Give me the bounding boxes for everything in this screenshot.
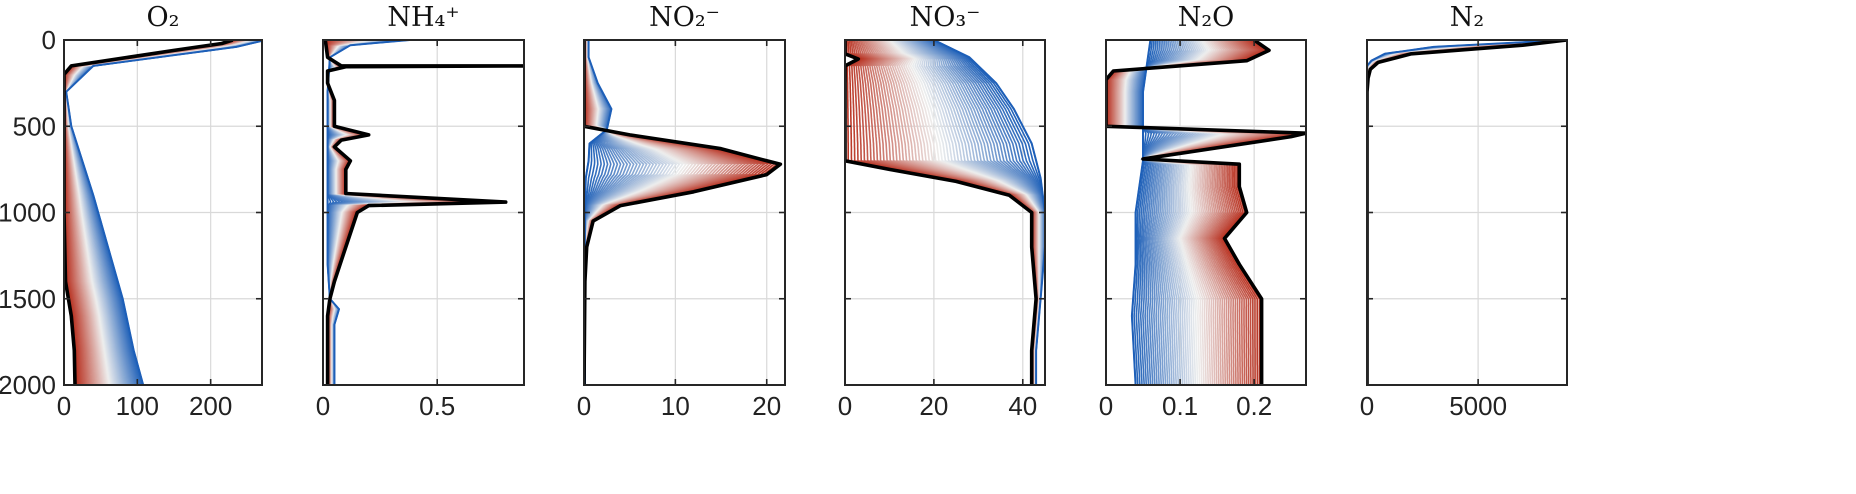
x-tick-label: 20 [919, 391, 948, 421]
x-tick-label: 5000 [1449, 391, 1507, 421]
initial-profile-line [1367, 40, 1567, 385]
final-profile-line [584, 40, 783, 385]
x-tick-label: 0 [838, 391, 852, 421]
panel-5: 0 0.1 0.2 N₂O [1099, 2, 1307, 421]
profile-lines [323, 40, 524, 385]
final-profile-line [64, 40, 234, 385]
panel-title: N₂ [1450, 2, 1484, 33]
x-tick-label: 0.2 [1236, 391, 1272, 421]
x-tick-label: 20 [752, 391, 781, 421]
final-profile-line [323, 40, 524, 385]
final-profile-line [1106, 40, 1306, 385]
initial-profile-line [584, 40, 613, 385]
panel-title: NH₄⁺ [387, 2, 459, 33]
grid [323, 40, 524, 385]
x-tick-label: 0 [316, 391, 330, 421]
x-tick-label: 10 [661, 391, 690, 421]
final-profile-line [845, 40, 1038, 385]
initial-profile-line [933, 40, 1045, 385]
panel-title: O₂ [147, 2, 180, 33]
panel-4: 0 20 40 NO₃⁻ [838, 2, 1046, 421]
y-tick-label: 0 [42, 25, 56, 55]
x-tick-label: 200 [189, 391, 232, 421]
grid [584, 40, 785, 385]
x-tick-label: 0 [577, 391, 591, 421]
initial-profile-line [326, 40, 410, 385]
initial-profile-line [1130, 40, 1152, 385]
panel-title: NO₂⁻ [649, 2, 720, 33]
x-tick-label: 0 [57, 391, 71, 421]
x-tick-label: 0.5 [419, 391, 455, 421]
panel-6: 0 5000 N₂ [1360, 2, 1568, 421]
panel-3: 0 10 20 NO₂⁻ [577, 2, 786, 421]
panel-title: NO₃⁻ [910, 2, 981, 33]
grid [1367, 40, 1567, 385]
x-tick-label: 0 [1360, 391, 1374, 421]
panel-title: N₂O [1178, 2, 1235, 33]
x-tick-label: 0 [1099, 391, 1113, 421]
y-tick-label: 1000 [0, 198, 56, 228]
y-tick-label: 2000 [0, 370, 56, 400]
x-tick-label: 40 [1008, 391, 1037, 421]
panel-2: 0 0.5 NH₄⁺ [316, 2, 525, 421]
y-tick-label: 1500 [0, 284, 56, 314]
y-tick-label: 500 [13, 111, 56, 141]
x-tick-label: 0.1 [1162, 391, 1198, 421]
profile-lines [1106, 40, 1306, 385]
x-tick-label: 100 [116, 391, 159, 421]
initial-profile-line [65, 40, 262, 385]
